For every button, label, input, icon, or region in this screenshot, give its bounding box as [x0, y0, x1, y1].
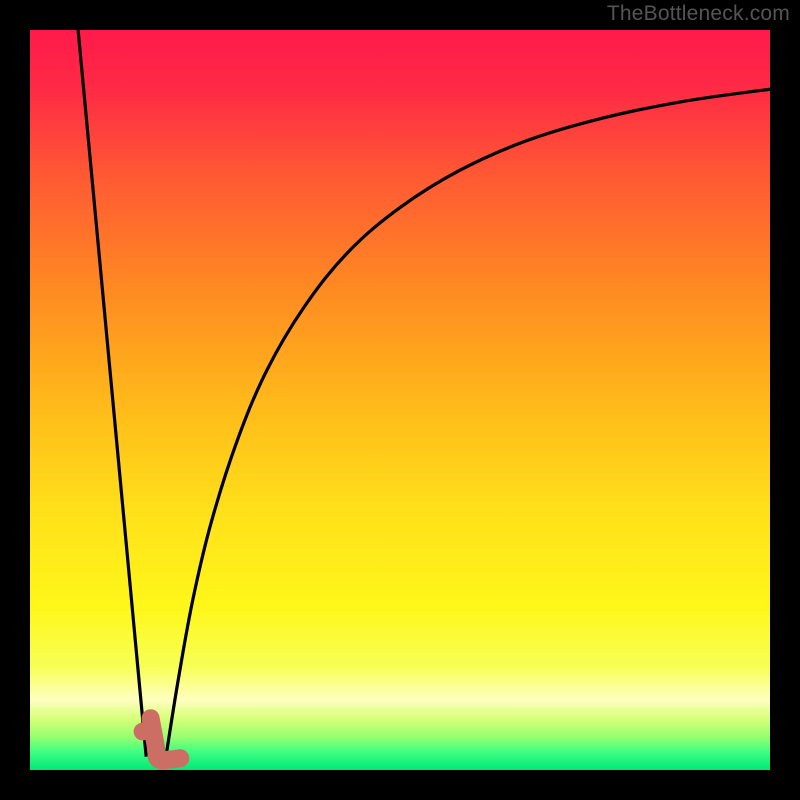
curve-right: [166, 89, 770, 755]
curve-left: [78, 30, 146, 757]
marker-hook: [151, 718, 181, 760]
plot-area: [30, 30, 770, 770]
plot-svg: [30, 30, 770, 770]
stage: TheBottleneck.com: [0, 0, 800, 800]
watermark-text: TheBottleneck.com: [607, 2, 790, 26]
